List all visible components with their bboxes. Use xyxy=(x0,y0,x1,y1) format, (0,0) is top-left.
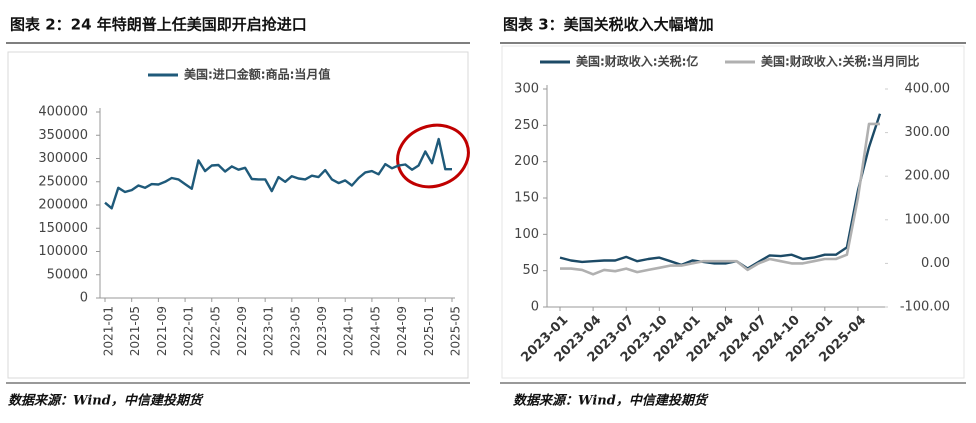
series-line xyxy=(559,113,882,270)
y-tick-label: 250000 xyxy=(38,174,88,189)
x-tick-label: 2021-09 xyxy=(155,306,169,356)
y-tick-label: 300000 xyxy=(38,151,88,166)
x-tick-label: 2025-01 xyxy=(422,306,436,356)
y-tick-label: 150 xyxy=(514,191,539,206)
y-tick-label: 0 xyxy=(80,291,88,306)
series-line xyxy=(104,137,452,210)
y-tick-label: 200 xyxy=(514,154,539,169)
x-tick-label: 2022-05 xyxy=(208,306,222,356)
x-tick-label: 2025-05 xyxy=(449,306,463,356)
x-tick-label: 2024-09 xyxy=(395,306,409,356)
y-tick-label: 400000 xyxy=(38,105,88,120)
x-tick-label: 2024-01 xyxy=(342,306,356,356)
y-tick-label: 250 xyxy=(514,118,539,133)
y-tick-label: 50000 xyxy=(47,267,88,282)
x-tick-label: 2023-09 xyxy=(315,306,329,356)
x-tick-label: 2022-09 xyxy=(235,306,249,356)
x-tick-label: 2023-01 xyxy=(262,306,276,356)
x-tick-label: 2023-05 xyxy=(288,306,302,356)
y-tick-label: 100000 xyxy=(38,244,88,259)
source-note: 数据来源：Wind，中信建投期货 xyxy=(513,393,709,409)
x-tick-label: 2021-05 xyxy=(128,306,142,356)
y2-tick-label: 100.00 xyxy=(905,212,951,227)
x-tick-label: 2021-01 xyxy=(102,306,116,356)
y-tick-label: 300 xyxy=(514,82,539,97)
y2-tick-label: -100.00 xyxy=(900,300,950,315)
y-tick-label: 100 xyxy=(514,227,539,242)
x-tick-label: 2024-05 xyxy=(368,306,382,356)
y2-tick-label: 400.00 xyxy=(905,82,951,97)
source-note: 数据来源：Wind，中信建投期货 xyxy=(8,393,204,409)
legend-label: 美国:财政收入:关税:当月同比 xyxy=(761,54,919,69)
y2-tick-label: 300.00 xyxy=(905,125,951,140)
y-tick-label: 0 xyxy=(531,300,539,315)
legend-label: 美国:财政收入:关税:亿 xyxy=(576,54,698,69)
y-tick-label: 150000 xyxy=(38,221,88,236)
panel-frame xyxy=(501,45,965,379)
chart-title: 图表 2：24 年特朗普上任美国即开启抢进口 xyxy=(10,16,307,34)
panel-frame xyxy=(7,51,469,379)
highlight-ellipse xyxy=(396,123,470,189)
x-tick-label: 2022-01 xyxy=(182,306,196,356)
y2-tick-label: 200.00 xyxy=(905,169,951,184)
chart-title: 图表 3：美国关税收入大幅增加 xyxy=(503,16,714,34)
y-tick-label: 50 xyxy=(522,263,539,278)
y-tick-label: 200000 xyxy=(38,198,88,213)
series-line xyxy=(560,122,880,276)
y-tick-label: 350000 xyxy=(38,128,88,143)
y2-tick-label: 0.00 xyxy=(921,256,950,271)
legend-label: 美国:进口金额:商品:当月值 xyxy=(184,67,330,82)
